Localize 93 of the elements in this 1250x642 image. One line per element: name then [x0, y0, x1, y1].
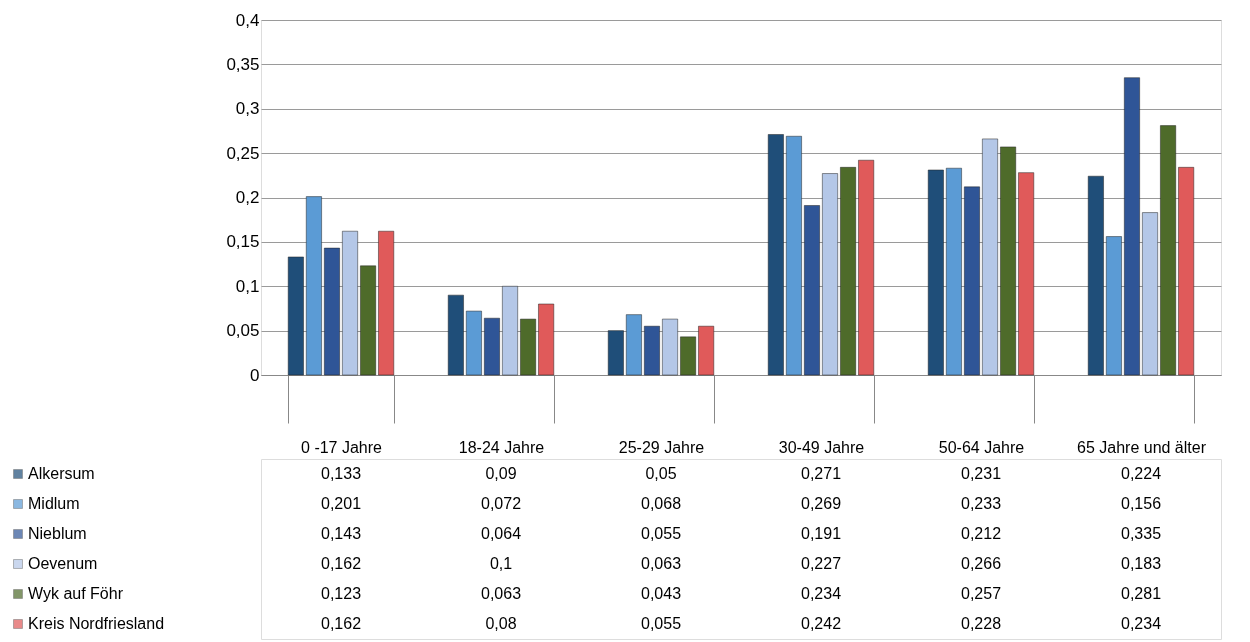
data-label: 0,162	[320, 615, 362, 632]
data-label: 0,335	[1120, 525, 1162, 542]
x-tick-label: 50-64 Jahre	[938, 438, 1025, 456]
data-label: 0,191	[800, 525, 842, 542]
data-label: 0,266	[960, 555, 1002, 572]
x-tick-label: 30-49 Jahre	[778, 438, 865, 456]
bar	[502, 286, 518, 376]
data-label: 0,212	[960, 525, 1002, 542]
data-label: 0,234	[800, 585, 842, 602]
bar	[982, 138, 998, 376]
bar	[324, 247, 340, 376]
data-label: 0,156	[1120, 495, 1162, 512]
y-tick-label: 0	[250, 365, 260, 385]
y-tick-label: 0,25	[226, 143, 260, 163]
data-label: 0,257	[960, 585, 1002, 602]
data-label: 0,183	[1120, 555, 1162, 572]
x-tick-label: 65 Jahre und älter	[1077, 438, 1207, 456]
bar	[484, 317, 500, 376]
y-tick-label: 0,2	[235, 188, 260, 207]
y-tick-label: 0,35	[226, 54, 260, 74]
data-label: 0,271	[800, 465, 842, 482]
bar	[538, 303, 555, 376]
legend-label: Alkersum	[28, 465, 95, 482]
data-label: 0,143	[320, 525, 362, 542]
x-tick-label: 0 -17 Jahre	[301, 438, 383, 456]
bar	[342, 230, 358, 376]
data-label: 0,05	[645, 465, 677, 482]
bar	[840, 167, 856, 376]
bar	[662, 318, 678, 376]
bar	[1087, 175, 1104, 376]
data-label: 0,064	[480, 525, 522, 542]
data-label: 0,063	[640, 555, 682, 572]
data-label: 0,281	[1120, 585, 1162, 602]
bar	[1018, 172, 1035, 376]
y-tick-label: 0,1	[235, 276, 260, 296]
bar	[1106, 236, 1122, 376]
data-label: 0,162	[320, 555, 362, 572]
bar	[360, 265, 376, 376]
data-label: 0,123	[320, 585, 362, 602]
data-label: 0,231	[960, 465, 1002, 482]
bar	[822, 173, 838, 376]
bar	[447, 294, 464, 376]
y-tick-label: 0,4	[235, 10, 260, 30]
bar	[287, 256, 304, 376]
bar	[1142, 212, 1158, 376]
bar	[767, 134, 784, 376]
bar	[804, 205, 820, 376]
legend-label: Nieblum	[28, 525, 87, 542]
data-label: 0,055	[640, 525, 682, 542]
bar	[378, 230, 395, 376]
data-label: 0,242	[800, 615, 842, 632]
data-label: 0,269	[800, 495, 842, 512]
y-tick-label: 0,3	[235, 99, 260, 119]
data-label: 0,055	[640, 615, 682, 632]
data-label: 0,09	[485, 465, 517, 482]
bar	[698, 325, 715, 376]
bar	[520, 318, 536, 376]
x-tick-label: 25-29 Jahre	[618, 438, 705, 456]
bar	[786, 136, 802, 376]
data-label: 0,233	[960, 495, 1002, 512]
data-label: 0,043	[640, 585, 682, 602]
data-label: 0,072	[480, 495, 522, 512]
bar	[1000, 146, 1016, 376]
legend-label: Midlum	[28, 495, 80, 512]
legend-label: Kreis Nordfriesland	[28, 615, 165, 632]
bar	[1124, 77, 1140, 376]
legend-label: Wyk auf Föhr	[28, 585, 124, 602]
bar	[946, 167, 962, 376]
data-label: 0,1	[489, 555, 513, 572]
x-tick-label: 18-24 Jahre	[458, 438, 545, 456]
data-label: 0,224	[1120, 465, 1162, 482]
data-label: 0,201	[320, 495, 362, 512]
y-tick-label: 0,15	[226, 232, 260, 252]
data-label: 0,234	[1120, 615, 1162, 632]
data-label: 0,133	[320, 465, 362, 482]
bar	[1178, 167, 1195, 376]
legend-label: Oevenum	[28, 555, 98, 572]
data-label: 0,227	[800, 555, 842, 572]
data-label: 0,08	[485, 615, 517, 632]
bar	[626, 314, 642, 376]
y-tick-label: 0,05	[226, 321, 260, 341]
bar	[466, 310, 482, 376]
bar	[680, 336, 696, 376]
bar	[306, 196, 322, 376]
bar	[1160, 125, 1176, 376]
bar	[644, 325, 660, 376]
data-label: 0,063	[480, 585, 522, 602]
bar	[927, 169, 944, 376]
bar	[964, 186, 980, 376]
data-label: 0,228	[960, 615, 1002, 632]
bar	[607, 330, 624, 376]
data-label: 0,068	[640, 495, 682, 512]
bar	[858, 159, 875, 376]
